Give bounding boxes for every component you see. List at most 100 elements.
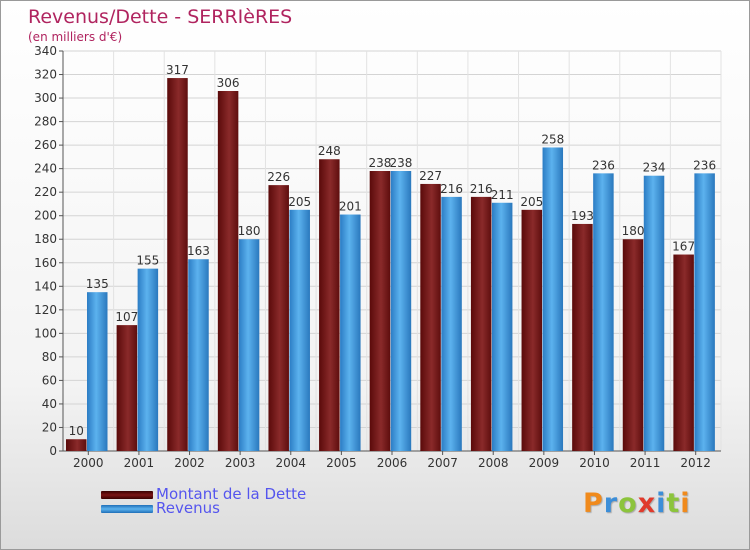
x-tick-label: 2009	[529, 456, 560, 470]
data-label-revenus: 135	[86, 277, 109, 291]
y-tick-label: 280	[34, 115, 57, 129]
y-tick-label: 340	[34, 44, 57, 58]
logo-letter: o	[618, 488, 638, 519]
logo-letter: r	[603, 488, 619, 519]
x-tick-label: 2010	[579, 456, 610, 470]
x-tick-label: 2007	[427, 456, 458, 470]
data-label-revenus: 201	[339, 200, 362, 214]
data-label-revenus: 236	[693, 158, 716, 172]
y-tick-label: 100	[34, 326, 57, 340]
y-tick-label: 300	[34, 91, 57, 105]
bar-dette	[673, 254, 694, 451]
logo-letter: t	[666, 488, 681, 519]
data-label-dette: 205	[520, 195, 543, 209]
y-tick-label: 320	[34, 68, 57, 82]
y-tick-label: 260	[34, 138, 57, 152]
y-tick-label: 0	[49, 444, 57, 458]
y-tick-label: 220	[34, 185, 57, 199]
data-label-revenus: 238	[389, 156, 412, 170]
data-label-revenus: 216	[440, 182, 463, 196]
bar-dette	[167, 78, 188, 451]
x-tick-label: 2008	[478, 456, 509, 470]
bar-revenus	[542, 147, 564, 451]
x-tick-label: 2011	[630, 456, 661, 470]
data-label-revenus: 205	[288, 195, 311, 209]
x-tick-label: 2005	[326, 456, 357, 470]
y-tick-label: 240	[34, 162, 57, 176]
bar-dette	[420, 183, 441, 452]
data-label-dette: 193	[571, 209, 594, 223]
chart-title: Revenus/Dette - SERRIèRES	[28, 6, 293, 28]
data-label-dette: 10	[69, 424, 84, 438]
y-tick-label: 80	[42, 350, 57, 364]
legend-swatch-revenus	[101, 505, 153, 513]
x-tick-label: 2000	[73, 456, 104, 470]
bar-revenus	[491, 202, 513, 451]
x-tick-label: 2006	[377, 456, 408, 470]
data-label-revenus: 155	[136, 254, 159, 268]
bar-dette	[572, 223, 593, 451]
data-labels: 1013510715531716330618022620524820123823…	[69, 63, 716, 438]
data-label-dette: 238	[368, 156, 391, 170]
logo-letter: i	[680, 488, 691, 519]
y-tick-label: 160	[34, 256, 57, 270]
bar-revenus	[441, 196, 462, 451]
y-tick-label: 180	[34, 232, 57, 246]
bar-revenus	[340, 214, 361, 451]
bar-revenus	[390, 171, 412, 451]
bar-dette	[470, 196, 492, 451]
data-label-dette: 107	[115, 310, 138, 324]
data-label-dette: 167	[672, 240, 695, 254]
bar-dette	[369, 171, 391, 451]
y-tick-label: 120	[34, 303, 57, 317]
bar-dette	[116, 325, 138, 451]
bar-revenus	[87, 292, 108, 451]
bar-revenus	[289, 209, 310, 451]
data-label-dette: 248	[318, 144, 341, 158]
y-tick-label: 40	[42, 397, 57, 411]
x-tick-label: 2004	[275, 456, 306, 470]
data-label-dette: 306	[217, 76, 240, 90]
legend-swatch-dette	[101, 491, 153, 499]
bar-dette	[319, 159, 340, 451]
x-tick-label: 2012	[680, 456, 711, 470]
bar-revenus	[137, 268, 159, 451]
y-tick-label: 140	[34, 279, 57, 293]
data-label-dette: 226	[267, 170, 290, 184]
y-tick-label: 200	[34, 209, 57, 223]
data-label-dette: 180	[622, 224, 645, 238]
data-label-dette: 227	[419, 169, 442, 183]
bar-revenus	[188, 259, 209, 451]
bar-revenus	[238, 239, 260, 451]
data-label-dette: 216	[470, 182, 493, 196]
bar-revenus	[643, 175, 665, 452]
axes: 0 20 40 60 80 100 120 140 160 180 200 220 240 260 280 3…	[34, 44, 721, 470]
data-label-revenus: 234	[643, 161, 666, 175]
proxiti-logo: Proxiti	[583, 488, 691, 519]
x-tick-label: 2003	[225, 456, 256, 470]
bars	[66, 78, 715, 452]
bar-dette	[217, 91, 239, 451]
data-label-revenus: 258	[541, 132, 564, 146]
y-tick-label: 20	[42, 420, 57, 434]
bar-dette	[268, 185, 289, 451]
x-tick-label: 2001	[124, 456, 155, 470]
bar-dette	[66, 439, 87, 451]
bar-revenus	[593, 173, 614, 451]
data-label-revenus: 163	[187, 244, 210, 258]
data-label-revenus: 236	[592, 158, 615, 172]
data-label-dette: 317	[166, 63, 189, 77]
bar-revenus	[694, 173, 715, 451]
data-label-revenus: 211	[491, 188, 514, 202]
logo-letter: x	[637, 488, 657, 519]
legend-label-dette: Montant de la Dette	[156, 485, 307, 503]
bar-dette	[521, 209, 543, 451]
logo-letter: i	[656, 488, 667, 519]
x-tick-label: 2002	[174, 456, 205, 470]
legend-label-revenus: Revenus	[156, 499, 220, 517]
data-label-revenus: 180	[238, 224, 261, 238]
chart-subtitle: (en milliers d'€)	[28, 30, 123, 44]
bar-dette	[622, 239, 644, 451]
